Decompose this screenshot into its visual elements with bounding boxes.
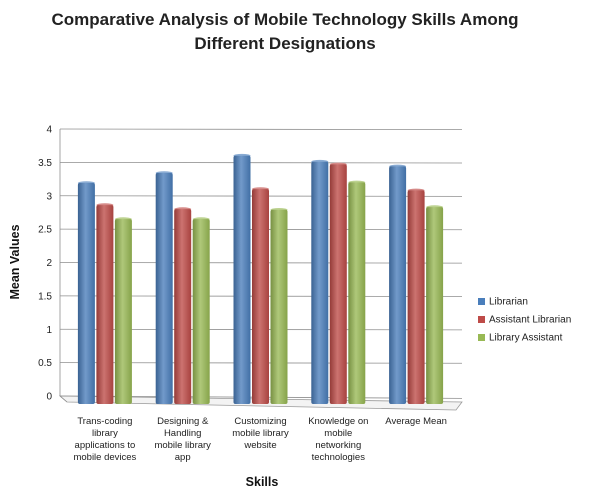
x-tick-label: website	[243, 440, 276, 451]
x-tick-label: Average Mean	[385, 416, 447, 427]
legend: Librarian Assistant Librarian Library Assi…	[478, 297, 571, 344]
chart-title-line-1: Comparative Analysis of Mobile Technolog…	[52, 10, 519, 29]
x-tick-label: mobile	[324, 428, 352, 439]
x-tick-label: applications to	[75, 440, 136, 451]
chart-title-line-2: Different Designations	[194, 34, 375, 53]
y-tick-label: 2	[46, 258, 52, 269]
plot-area: 0 0.5 1 1.5 2 2.5 3 3.5 4 Trans-codinglibraryappl…	[38, 125, 463, 463]
bar-librarian	[311, 161, 329, 404]
bar-assistant-librarian	[252, 189, 269, 404]
bar-assistant-librarian	[329, 164, 347, 404]
x-axis-title: Skills	[246, 475, 279, 489]
x-tick-label: Handling	[164, 428, 202, 439]
y-tick-label: 3.5	[38, 158, 52, 169]
legend-swatch	[478, 334, 485, 341]
legend-swatch	[478, 298, 485, 305]
bar-library-assistant	[114, 219, 132, 404]
legend-label: Assistant Librarian	[489, 315, 571, 326]
gridline	[59, 128, 463, 131]
chart-title: Comparative Analysis of Mobile Technolog…	[52, 10, 519, 53]
y-tick-label: 1.5	[38, 291, 52, 302]
gridline	[59, 161, 463, 164]
x-tick-label: mobile devices	[73, 452, 136, 463]
bar-assistant-librarian	[96, 205, 114, 404]
legend-swatch	[478, 316, 485, 323]
axis-depth-line	[59, 395, 68, 403]
y-tick-label: 4	[46, 125, 52, 136]
bar-library-assistant	[348, 182, 366, 404]
bar-assistant-librarian	[174, 209, 192, 404]
bar-librarian	[77, 183, 95, 404]
x-tick-label: library	[92, 428, 118, 439]
bar-library-assistant	[426, 207, 444, 404]
x-tick-label: mobile library	[232, 428, 289, 439]
bar-librarian	[389, 166, 407, 404]
legend-label: Librarian	[489, 297, 528, 308]
x-tick-label: Trans-coding	[77, 416, 132, 427]
bar-library-assistant	[192, 219, 210, 404]
y-axis-title: Mean Values	[8, 224, 22, 299]
bar-librarian	[155, 173, 173, 404]
y-tick-label: 0.5	[38, 358, 52, 369]
x-tick-label: Designing &	[157, 416, 209, 427]
y-tick-label: 0	[46, 392, 52, 403]
bar-assistant-librarian	[407, 190, 425, 404]
x-tick-label: mobile library	[154, 440, 211, 451]
x-tick-label: technologies	[312, 452, 366, 463]
legend-label: Library Assistant	[489, 333, 563, 344]
x-tick-label: networking	[315, 440, 361, 451]
y-tick-label: 2.5	[38, 225, 52, 236]
x-tick-label: Knowledge on	[308, 416, 368, 427]
x-tick-label: Customizing	[234, 416, 286, 427]
y-tick-label: 3	[46, 191, 52, 202]
bar-librarian	[233, 155, 251, 404]
bar-library-assistant	[270, 209, 288, 404]
y-tick-label: 1	[46, 325, 52, 336]
x-tick-label: app	[175, 452, 191, 463]
